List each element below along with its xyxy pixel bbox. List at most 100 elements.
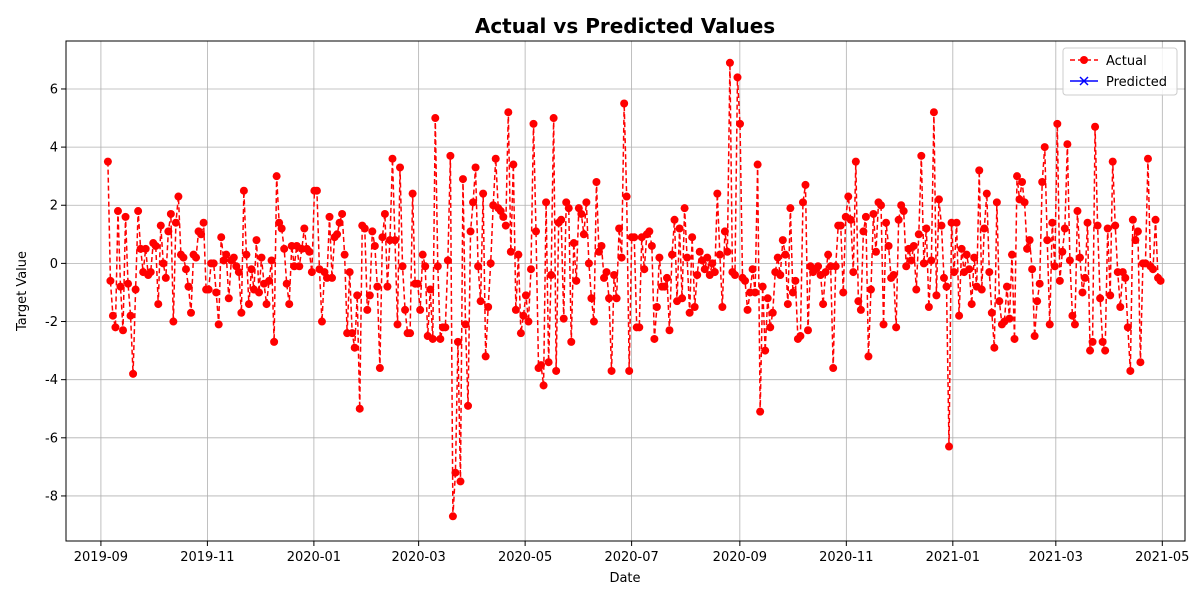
data-point-actual [879, 320, 888, 329]
data-point-actual [124, 279, 133, 288]
data-point-actual [396, 163, 405, 172]
data-point-actual [204, 285, 213, 294]
y-axis: -8 -6 -4 -2 0 2 4 6 [45, 82, 66, 504]
data-point-actual [1050, 262, 1059, 271]
data-point-actual [889, 271, 898, 280]
data-point-actual [766, 323, 775, 332]
data-point-actual [861, 212, 870, 221]
data-point-actual [159, 259, 168, 268]
data-point-actual [567, 337, 576, 346]
data-point-actual [612, 294, 621, 303]
data-point-actual [1045, 320, 1054, 329]
data-point-actual [197, 230, 206, 239]
data-point-actual [683, 253, 692, 262]
data-point-actual [605, 294, 614, 303]
data-point-actual [328, 273, 337, 282]
y-tick-label: 6 [50, 82, 58, 97]
data-point-actual [589, 317, 598, 326]
x-axis-label: Date [609, 571, 640, 586]
data-point-actual [542, 198, 551, 207]
data-point-actual [892, 323, 901, 332]
data-point-actual [688, 233, 697, 242]
data-point-actual [635, 323, 644, 332]
data-point-actual [184, 282, 193, 291]
data-point-actual [121, 212, 130, 221]
data-point-actual [836, 221, 845, 230]
x-tick-label: 2019-09 [74, 550, 128, 565]
data-point-actual [587, 294, 596, 303]
data-point-actual [1043, 236, 1052, 245]
data-point-actual [982, 189, 991, 198]
data-point-actual [514, 250, 523, 259]
data-point-actual [992, 198, 1001, 207]
data-point-actual [894, 215, 903, 224]
data-point-actual [285, 300, 294, 309]
data-point-actual [466, 227, 475, 236]
data-point-actual [559, 314, 568, 323]
data-point-actual [856, 305, 865, 314]
data-point-actual [1081, 273, 1090, 282]
data-point-actual [922, 224, 931, 233]
data-point-actual [1075, 253, 1084, 262]
data-point-actual [1020, 198, 1029, 207]
data-point-actual [408, 189, 417, 198]
data-point-actual [741, 276, 750, 285]
data-point-actual [1086, 346, 1095, 355]
data-point-actual [519, 311, 528, 320]
data-point-actual [333, 230, 342, 239]
data-point-actual [252, 236, 261, 245]
data-point-actual [950, 268, 959, 277]
data-point-actual [479, 189, 488, 198]
data-point-actual [582, 198, 591, 207]
data-point-actual [431, 114, 440, 123]
data-point-actual [401, 305, 410, 314]
x-tick-label: 2020-07 [604, 550, 658, 565]
data-point-actual [1116, 302, 1125, 311]
data-point-actual [363, 305, 372, 314]
data-point-actual [1005, 314, 1014, 323]
data-point-actual [970, 253, 979, 262]
data-point-actual [819, 300, 828, 309]
data-point-actual [1023, 244, 1032, 253]
data-point-actual [1070, 320, 1079, 329]
data-point-actual [1010, 334, 1019, 343]
y-tick-label: 2 [50, 199, 58, 214]
data-point-actual [1133, 227, 1142, 236]
data-point-actual [620, 99, 629, 108]
data-point-actual [710, 268, 719, 277]
y-tick-label: 4 [50, 141, 58, 156]
data-point-actual [244, 300, 253, 309]
data-point-actual [720, 227, 729, 236]
data-point-actual [199, 218, 208, 227]
data-point-actual [768, 308, 777, 317]
grid [66, 41, 1185, 541]
y-tick-label: -8 [45, 489, 58, 504]
data-point-actual [854, 297, 863, 306]
data-point-actual [277, 224, 286, 233]
data-point-actual [345, 268, 354, 277]
data-point-actual [229, 253, 238, 262]
data-point-actual [1060, 224, 1069, 233]
data-point-actual [786, 204, 795, 213]
data-point-actual [851, 157, 860, 166]
legend-box [1062, 47, 1178, 96]
data-point-actual [471, 163, 480, 172]
data-point-actual [788, 288, 797, 297]
data-point-actual [378, 233, 387, 242]
data-point-actual [338, 209, 347, 218]
plot-frame [65, 40, 1186, 542]
data-point-actual [831, 262, 840, 271]
data-point-actual [1156, 276, 1165, 285]
data-point-actual [801, 180, 810, 189]
data-point-actual [685, 308, 694, 317]
data-point-actual [1149, 265, 1158, 274]
data-point-actual [962, 250, 971, 259]
data-point-actual [579, 230, 588, 239]
data-point-actual [161, 273, 170, 282]
data-point-actual [884, 241, 893, 250]
data-point-actual [668, 250, 676, 259]
data-point-actual [655, 253, 664, 262]
data-point-actual [1053, 119, 1062, 128]
data-point-actual [416, 305, 425, 314]
x-tick-label: 2020-09 [713, 550, 767, 565]
